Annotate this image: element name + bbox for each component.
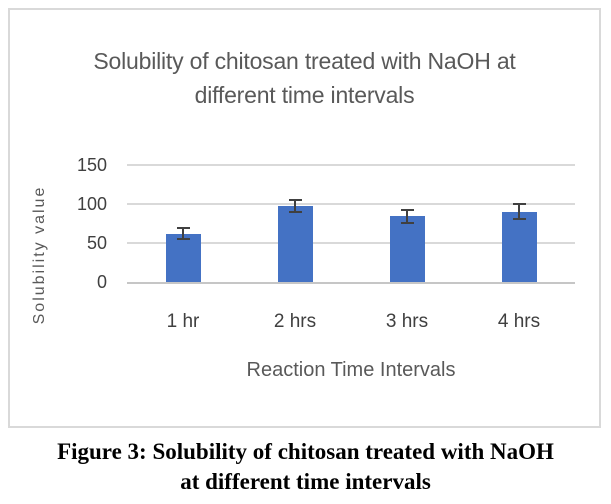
x-axis-title: Reaction Time Intervals (246, 359, 456, 381)
bar-1-hr (165, 233, 201, 282)
error-bar-cap-bottom-1-hr (176, 237, 190, 240)
gridline-y-100 (127, 203, 575, 205)
x-tick-label-2-hrs: 2 hrs (273, 311, 317, 332)
error-bar-cap-top-1-hr (176, 227, 190, 230)
figure-caption-line1: Figure 3: Solubility of chitosan treated… (57, 439, 554, 464)
bar-3-hrs (389, 216, 425, 282)
error-bar-cap-top-2-hrs (288, 198, 302, 201)
error-bar-cap-bottom-2-hrs (288, 210, 302, 213)
chart-title-line2: different time intervals (194, 82, 415, 108)
error-bar-cap-top-4-hrs (512, 203, 526, 206)
gridline-y-50 (127, 242, 575, 244)
bar-2-hrs (277, 205, 313, 282)
y-tick-label-50: 50 (86, 233, 107, 253)
error-bar-stem-1-hr (182, 227, 184, 240)
chart-frame: Solubility of chitosan treated with NaOH… (8, 8, 601, 428)
gridline-y-150 (127, 164, 575, 166)
error-bar-cap-bottom-3-hrs (400, 221, 414, 224)
x-tick-label-1-hr: 1 hr (166, 311, 200, 332)
error-bar-cap-top-3-hrs (400, 209, 414, 212)
chart-title-line1: Solubility of chitosan treated with NaOH… (93, 48, 516, 74)
y-tick-label-150: 150 (76, 155, 107, 175)
y-tick-label-100: 100 (76, 194, 107, 214)
y-axis-tick-labels: 0 50 100 150 (10, 155, 107, 292)
plot-area (127, 164, 575, 284)
error-bar-stem-3-hrs (406, 209, 408, 224)
chart-title: Solubility of chitosan treated with NaOH… (10, 44, 599, 112)
y-tick-label-0: 0 (96, 272, 107, 292)
x-tick-label-4-hrs: 4 hrs (497, 311, 541, 332)
bar-4-hrs (501, 211, 537, 282)
x-tick-label-3-hrs: 3 hrs (385, 311, 429, 332)
error-bar-stem-2-hrs (294, 198, 296, 213)
figure-caption: Figure 3: Solubility of chitosan treated… (0, 437, 611, 497)
figure-caption-line2: at different time intervals (180, 469, 431, 494)
x-axis-tick-labels: 1 hr 2 hrs 3 hrs 4 hrs (127, 311, 575, 333)
error-bar-cap-bottom-4-hrs (512, 218, 526, 221)
error-bar-stem-4-hrs (518, 203, 520, 221)
